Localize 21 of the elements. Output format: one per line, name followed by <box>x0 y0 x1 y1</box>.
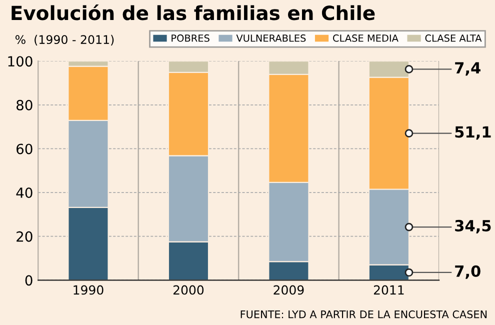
data-label: 34,5 <box>455 220 491 234</box>
y-tick-label: 40 <box>16 188 32 198</box>
data-label: 51,1 <box>455 126 491 140</box>
x-tick-label: 2009 <box>274 285 304 295</box>
chart-title: Evolución de las familias en Chile <box>12 4 375 20</box>
y-axis-title: % (1990 - 2011) <box>16 34 114 46</box>
y-tick-label: 60 <box>16 144 32 154</box>
y-tick-label: 100 <box>8 56 32 67</box>
legend-label: POBRES <box>172 34 210 42</box>
x-tick-label: 2000 <box>173 285 204 295</box>
data-label: 7,0 <box>455 265 480 279</box>
legend-label: VULNERABLES <box>236 34 306 42</box>
legend-label: CLASE ALTA <box>425 34 482 42</box>
y-tick-label: 0 <box>25 275 32 286</box>
x-tick-label: 1990 <box>74 285 104 295</box>
data-label: 7,4 <box>455 62 480 76</box>
y-tick-label: 80 <box>16 100 32 110</box>
legend-label: CLASE MEDIA <box>333 34 398 42</box>
y-tick-label: 20 <box>16 231 32 242</box>
source-note: FUENTE: LYD A PARTIR DE LA ENCUESTA CASEN <box>240 310 487 318</box>
x-tick-label: 2011 <box>374 285 404 295</box>
